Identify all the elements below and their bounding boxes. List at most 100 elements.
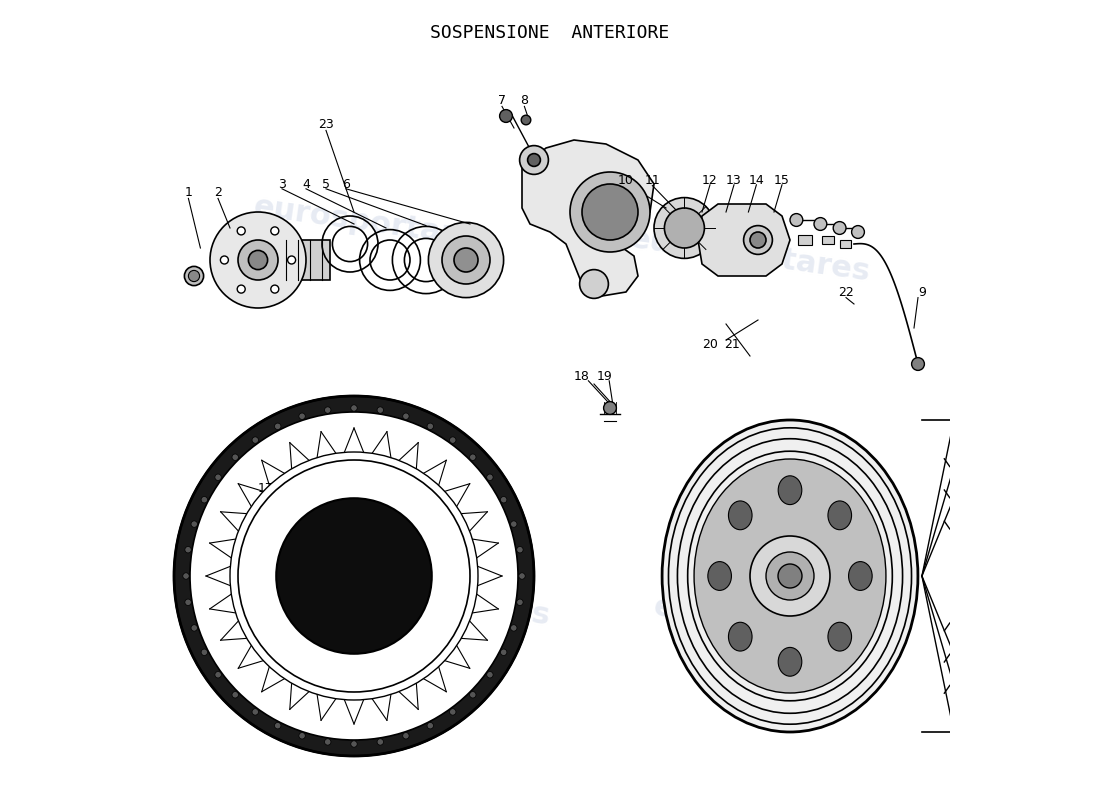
Circle shape	[510, 521, 517, 527]
Text: 19: 19	[596, 370, 613, 382]
Circle shape	[427, 722, 433, 729]
Text: eurosportares: eurosportares	[308, 569, 552, 631]
Circle shape	[351, 741, 358, 747]
Text: 1: 1	[185, 186, 192, 198]
Circle shape	[486, 671, 493, 678]
Ellipse shape	[828, 622, 851, 651]
Polygon shape	[698, 204, 790, 276]
Circle shape	[499, 110, 513, 122]
Ellipse shape	[190, 412, 518, 740]
Circle shape	[912, 358, 924, 370]
Circle shape	[185, 266, 204, 286]
Circle shape	[517, 546, 524, 553]
Ellipse shape	[230, 452, 478, 700]
Text: 5: 5	[322, 178, 330, 190]
Text: 6: 6	[342, 178, 350, 190]
Circle shape	[580, 270, 608, 298]
Circle shape	[790, 214, 803, 226]
Circle shape	[324, 407, 331, 414]
Circle shape	[528, 154, 540, 166]
Circle shape	[252, 709, 258, 715]
Circle shape	[500, 649, 507, 655]
Circle shape	[521, 115, 531, 125]
Ellipse shape	[174, 396, 534, 756]
Circle shape	[744, 226, 772, 254]
Text: eurosportares: eurosportares	[252, 193, 496, 255]
Circle shape	[604, 402, 616, 414]
Circle shape	[470, 691, 476, 698]
Circle shape	[271, 285, 278, 293]
Text: 21: 21	[725, 338, 740, 350]
Circle shape	[201, 497, 208, 503]
Circle shape	[454, 248, 478, 272]
Ellipse shape	[276, 498, 432, 654]
Bar	[822, 236, 834, 244]
Circle shape	[377, 738, 384, 745]
Circle shape	[214, 474, 221, 481]
Circle shape	[442, 236, 490, 284]
Circle shape	[833, 222, 846, 234]
Circle shape	[570, 172, 650, 252]
Circle shape	[275, 423, 280, 430]
Text: 10: 10	[618, 174, 634, 186]
Circle shape	[232, 454, 239, 461]
Circle shape	[191, 521, 197, 527]
Circle shape	[428, 222, 504, 298]
Polygon shape	[522, 140, 654, 296]
Ellipse shape	[828, 501, 851, 530]
Circle shape	[214, 671, 221, 678]
Circle shape	[210, 212, 306, 308]
Text: 23: 23	[318, 118, 334, 130]
Circle shape	[299, 733, 306, 739]
Bar	[798, 235, 813, 245]
Text: 22: 22	[838, 286, 854, 298]
Text: eurosportares: eurosportares	[628, 225, 872, 287]
Circle shape	[778, 564, 802, 588]
Text: 8: 8	[520, 94, 528, 106]
Circle shape	[654, 198, 715, 258]
Ellipse shape	[694, 459, 886, 693]
Circle shape	[519, 573, 525, 579]
Bar	[258, 240, 330, 280]
Circle shape	[238, 227, 245, 235]
Circle shape	[287, 256, 296, 264]
Text: SOSPENSIONE  ANTERIORE: SOSPENSIONE ANTERIORE	[430, 24, 670, 42]
Circle shape	[851, 226, 865, 238]
Circle shape	[249, 250, 267, 270]
Text: 4: 4	[302, 178, 310, 190]
Circle shape	[766, 552, 814, 600]
Circle shape	[517, 599, 524, 606]
Ellipse shape	[728, 622, 752, 651]
Circle shape	[252, 437, 258, 443]
Circle shape	[232, 691, 239, 698]
Circle shape	[185, 599, 191, 606]
Circle shape	[220, 256, 229, 264]
Text: 7: 7	[498, 94, 506, 106]
Bar	[839, 240, 850, 248]
Text: 13: 13	[726, 174, 741, 186]
Circle shape	[201, 649, 208, 655]
Circle shape	[582, 184, 638, 240]
Circle shape	[403, 733, 409, 739]
Circle shape	[188, 270, 199, 282]
Text: 20: 20	[702, 338, 718, 350]
Circle shape	[185, 546, 191, 553]
Text: eurosportares: eurosportares	[651, 593, 896, 655]
Text: 15: 15	[774, 174, 790, 186]
Circle shape	[377, 407, 384, 414]
Ellipse shape	[778, 647, 802, 676]
Text: 11: 11	[645, 174, 660, 186]
Circle shape	[510, 625, 517, 631]
Text: 17: 17	[258, 482, 274, 494]
Circle shape	[427, 423, 433, 430]
Text: 2: 2	[214, 186, 222, 198]
Circle shape	[486, 474, 493, 481]
Text: 18: 18	[574, 370, 590, 382]
Circle shape	[191, 625, 197, 631]
Text: 14: 14	[748, 174, 764, 186]
Ellipse shape	[238, 460, 470, 692]
Ellipse shape	[662, 420, 917, 732]
Circle shape	[324, 738, 331, 745]
Circle shape	[351, 405, 358, 411]
Circle shape	[664, 208, 704, 248]
